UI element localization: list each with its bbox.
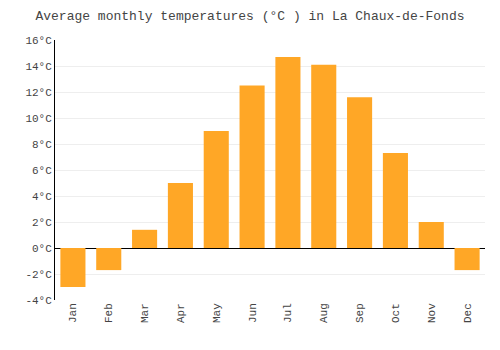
svg-text:Apr: Apr <box>175 303 187 323</box>
svg-text:6°C: 6°C <box>32 165 52 177</box>
svg-text:16°C: 16°C <box>25 35 52 47</box>
svg-text:Sep: Sep <box>354 303 366 323</box>
svg-text:Average monthly temperatures (: Average monthly temperatures (°C ) in La… <box>35 9 464 24</box>
svg-text:Aug: Aug <box>318 303 330 323</box>
svg-text:10°C: 10°C <box>25 113 52 125</box>
svg-text:-4°C: -4°C <box>25 295 52 307</box>
svg-text:-2°C: -2°C <box>25 269 52 281</box>
svg-text:12°C: 12°C <box>25 87 52 99</box>
svg-text:Jan: Jan <box>67 303 79 323</box>
svg-text:14°C: 14°C <box>25 61 52 73</box>
svg-text:Feb: Feb <box>103 303 115 323</box>
svg-text:Oct: Oct <box>390 303 402 323</box>
svg-text:Nov: Nov <box>426 303 438 323</box>
svg-text:Jun: Jun <box>247 303 259 323</box>
svg-text:Mar: Mar <box>139 303 151 323</box>
svg-text:Dec: Dec <box>462 303 474 323</box>
svg-text:4°C: 4°C <box>32 191 52 203</box>
svg-text:2°C: 2°C <box>32 217 52 229</box>
svg-text:May: May <box>211 303 223 323</box>
svg-text:0°C: 0°C <box>32 243 52 255</box>
svg-text:Jul: Jul <box>282 303 294 323</box>
svg-text:8°C: 8°C <box>32 139 52 151</box>
